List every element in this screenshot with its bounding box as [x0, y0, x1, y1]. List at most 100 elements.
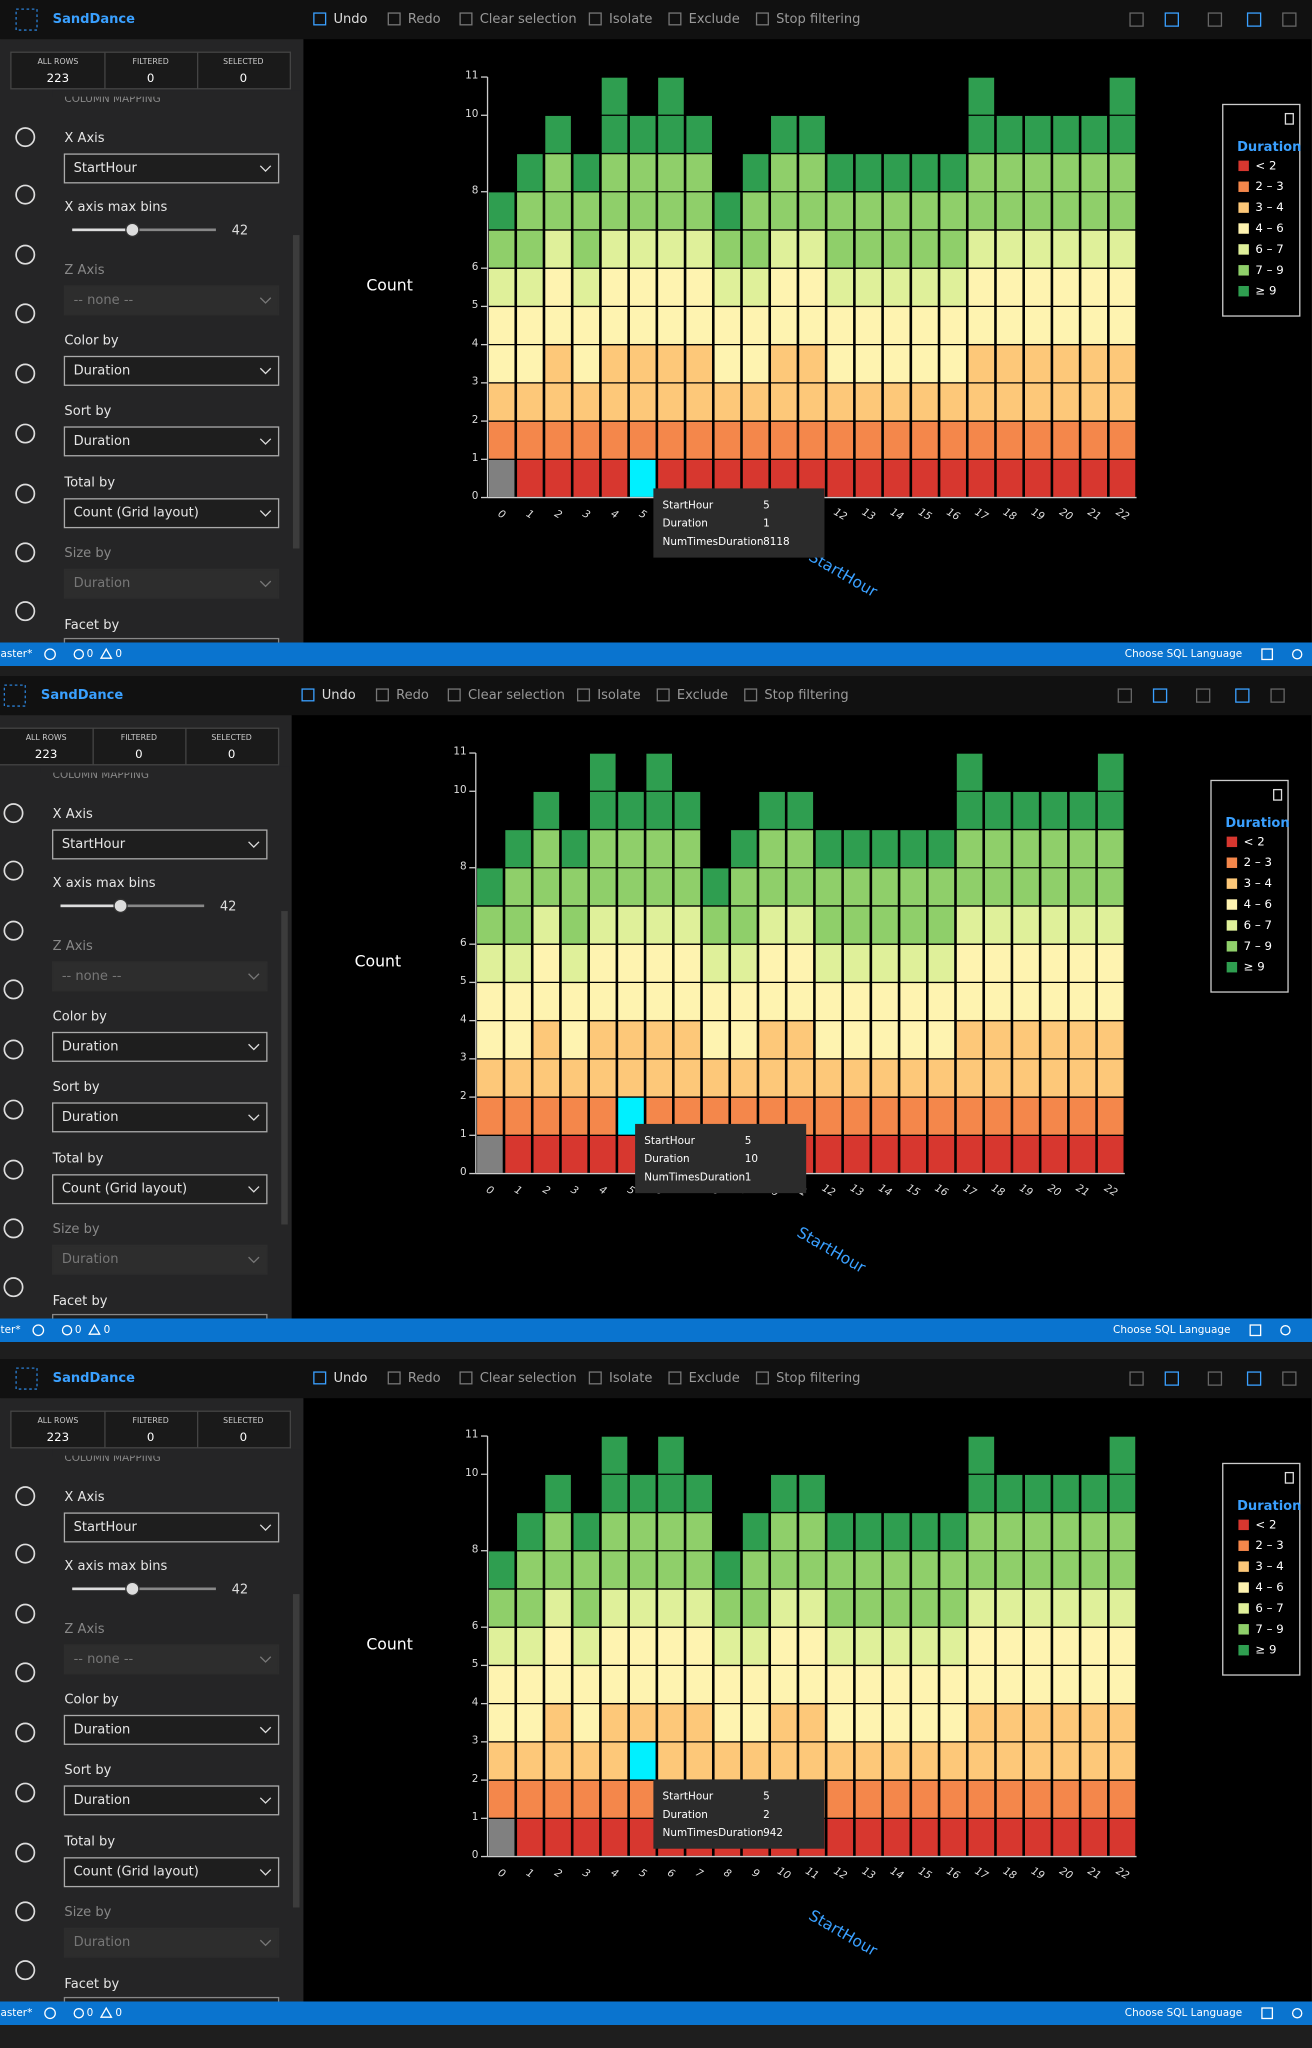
- bar-segment[interactable]: [882, 1511, 911, 1552]
- bar-segment[interactable]: [1080, 1817, 1109, 1858]
- toolbar-icon[interactable]: [1270, 688, 1285, 703]
- bar-segment[interactable]: [515, 1511, 544, 1552]
- legend-swatch[interactable]: [1238, 1561, 1249, 1572]
- bar-segment[interactable]: [1068, 790, 1097, 831]
- bar-segment[interactable]: [967, 420, 996, 460]
- nav-icon[interactable]: [3, 860, 24, 881]
- bar-segment[interactable]: [572, 458, 601, 499]
- bar-segment[interactable]: [685, 420, 714, 460]
- bar-segment[interactable]: [487, 1626, 516, 1667]
- bar-segment[interactable]: [543, 1473, 573, 1514]
- bar-segment[interactable]: [757, 905, 787, 945]
- toolbar-icon[interactable]: [1164, 12, 1180, 27]
- bar-segment[interactable]: [729, 828, 758, 869]
- bar-segment[interactable]: [1023, 1817, 1052, 1858]
- bar-segment[interactable]: [515, 458, 544, 499]
- bar-segment[interactable]: [983, 1134, 1012, 1175]
- bar-segment[interactable]: [600, 1779, 629, 1819]
- bar-segment[interactable]: [939, 458, 968, 499]
- bar-segment[interactable]: [1096, 1134, 1125, 1175]
- bar-segment[interactable]: [769, 114, 798, 155]
- dropdown[interactable]: [63, 498, 280, 529]
- bar-segment[interactable]: [983, 1096, 1012, 1136]
- bar-segment[interactable]: [1068, 905, 1097, 945]
- bar-segment[interactable]: [543, 1817, 573, 1858]
- toolbar-icon[interactable]: [1117, 688, 1132, 703]
- bar-segment[interactable]: [1108, 1817, 1137, 1858]
- bar-segment[interactable]: [854, 382, 883, 422]
- bar-segment[interactable]: [487, 420, 516, 460]
- bar-segment[interactable]: [882, 1817, 911, 1858]
- bar-segment[interactable]: [939, 1626, 968, 1667]
- toolbar-icon[interactable]: [1207, 12, 1223, 27]
- bar-segment[interactable]: [854, 267, 883, 308]
- bar-segment[interactable]: [927, 943, 956, 984]
- bar-segment[interactable]: [685, 114, 714, 155]
- toolbar-button[interactable]: Stop filtering: [764, 688, 848, 703]
- bar-segment[interactable]: [487, 1550, 516, 1590]
- bar-segment[interactable]: [713, 229, 742, 269]
- legend-label[interactable]: 4 – 6: [1255, 221, 1283, 235]
- nav-icon[interactable]: [15, 184, 36, 205]
- dropdown[interactable]: [63, 1512, 280, 1543]
- dropdown[interactable]: [52, 829, 268, 860]
- bar-segment[interactable]: [1080, 420, 1109, 460]
- bar-segment[interactable]: [967, 229, 996, 269]
- nav-icon[interactable]: [3, 1039, 24, 1060]
- bar-segment[interactable]: [814, 1096, 843, 1136]
- bar-segment[interactable]: [882, 458, 911, 499]
- toolbar-button[interactable]: Stop filtering: [776, 12, 860, 27]
- nav-icon[interactable]: [15, 303, 36, 324]
- bar-segment[interactable]: [769, 1588, 798, 1628]
- bar-segment[interactable]: [882, 420, 911, 460]
- bar-segment[interactable]: [685, 1473, 714, 1514]
- bar-segment[interactable]: [1051, 1817, 1081, 1858]
- legend-icon[interactable]: [1273, 788, 1283, 801]
- nav-icon[interactable]: [15, 1486, 36, 1507]
- bar-segment[interactable]: [870, 1096, 900, 1136]
- bar-segment[interactable]: [757, 790, 787, 831]
- bar-segment[interactable]: [939, 1511, 968, 1552]
- legend-swatch[interactable]: [1238, 1644, 1249, 1656]
- bar-segment[interactable]: [572, 1741, 601, 1781]
- bar-segment[interactable]: [475, 1096, 505, 1136]
- bar-segment[interactable]: [1051, 1779, 1081, 1819]
- bar-segment[interactable]: [1023, 229, 1052, 269]
- bar-segment[interactable]: [729, 943, 758, 984]
- bar-segment[interactable]: [543, 458, 573, 499]
- nav-icon[interactable]: [15, 483, 36, 504]
- bar-segment[interactable]: [899, 1134, 928, 1175]
- bar-segment[interactable]: [487, 267, 516, 308]
- bar-segment[interactable]: [967, 1817, 996, 1858]
- legend-label[interactable]: 3 – 4: [1255, 1559, 1283, 1573]
- sync-icon[interactable]: [44, 648, 56, 661]
- bar-segment[interactable]: [560, 1096, 589, 1136]
- bar-segment[interactable]: [927, 1058, 956, 1098]
- bar-segment[interactable]: [826, 1779, 855, 1819]
- bar-segment[interactable]: [600, 1588, 629, 1628]
- nav-icon[interactable]: [15, 1782, 36, 1803]
- bar-segment[interactable]: [814, 828, 843, 869]
- dropdown[interactable]: [63, 1857, 280, 1888]
- bar-segment[interactable]: [870, 828, 900, 869]
- bar-segment[interactable]: [826, 267, 855, 308]
- bar-segment[interactable]: [967, 1779, 996, 1819]
- toolbar-button[interactable]: Undo: [333, 12, 367, 27]
- bar-segment[interactable]: [504, 828, 533, 869]
- legend-label[interactable]: 6 – 7: [1255, 1601, 1283, 1615]
- bar-segment[interactable]: [1108, 458, 1137, 499]
- nav-icon[interactable]: [3, 1159, 24, 1180]
- bar-segment[interactable]: [1096, 905, 1125, 945]
- bar-segment[interactable]: [515, 1779, 544, 1819]
- bar-segment[interactable]: [1080, 1588, 1109, 1628]
- bar-segment[interactable]: [628, 1817, 657, 1858]
- nav-icon[interactable]: [15, 1662, 36, 1683]
- bar-segment[interactable]: [713, 1626, 742, 1667]
- bar-segment[interactable]: [1068, 1096, 1097, 1136]
- bar-segment[interactable]: [588, 905, 617, 945]
- bar-segment[interactable]: [487, 382, 516, 422]
- bar-segment[interactable]: [939, 1779, 968, 1819]
- bar-segment[interactable]: [854, 1626, 883, 1667]
- bar-segment[interactable]: [995, 1779, 1024, 1819]
- bar-segment[interactable]: [854, 420, 883, 460]
